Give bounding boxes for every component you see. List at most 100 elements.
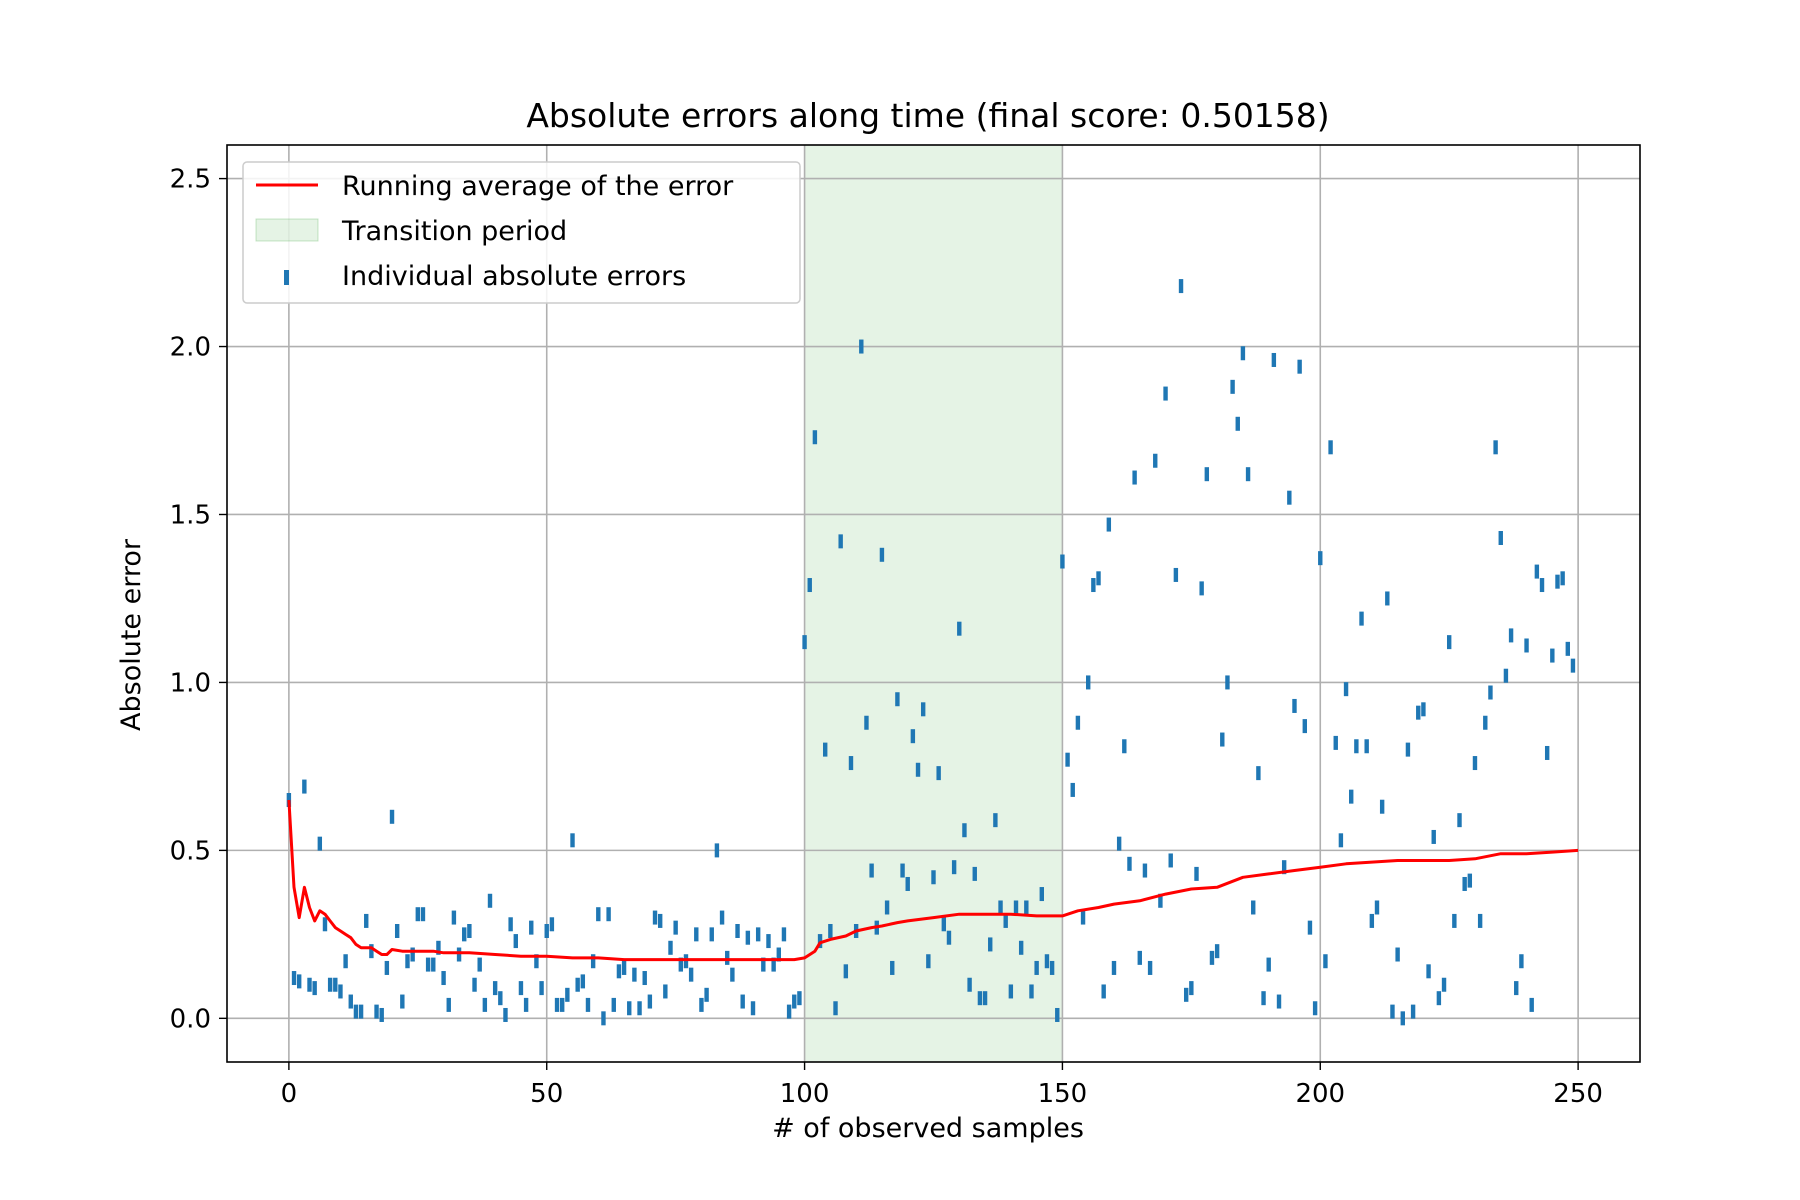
error-point [673, 920, 678, 935]
error-point [348, 994, 353, 1009]
error-point [1127, 856, 1132, 871]
error-point [1395, 947, 1400, 962]
error-point [1467, 873, 1473, 888]
error-point [652, 910, 658, 925]
error-point [1524, 638, 1529, 653]
plot-frame [226, 144, 1641, 1063]
error-point [936, 766, 941, 781]
error-point [467, 924, 472, 938]
error-point [1405, 742, 1411, 757]
error-point [740, 994, 745, 1009]
error-point [1446, 635, 1452, 650]
error-point [575, 977, 580, 992]
error-point [1508, 628, 1514, 643]
error-point [1245, 467, 1251, 482]
error-point [477, 957, 482, 972]
error-point [1044, 954, 1050, 969]
error-point [1307, 920, 1313, 935]
error-point [1137, 950, 1142, 965]
error-point [1302, 719, 1307, 734]
error-point [338, 984, 343, 999]
error-point [1385, 591, 1390, 606]
error-point [941, 917, 947, 932]
error-point [1235, 416, 1240, 431]
error-point [1560, 571, 1565, 586]
error-point [513, 934, 518, 949]
x-tick-label: 0 [281, 1079, 298, 1109]
error-point [1436, 991, 1442, 1006]
error-point [1039, 887, 1044, 902]
y-axis-label: Absolute error [116, 538, 147, 731]
error-point [812, 430, 818, 445]
error-point [771, 957, 776, 972]
error-point [931, 870, 936, 885]
error-point [1240, 346, 1246, 361]
error-point [580, 974, 586, 989]
error-point [786, 1004, 792, 1019]
error-point [286, 793, 292, 807]
error-point [503, 1007, 508, 1022]
error-point [776, 947, 781, 962]
error-point [498, 991, 503, 1006]
error-point [1075, 715, 1081, 730]
error-point [988, 937, 993, 952]
error-point [353, 1004, 359, 1019]
chart-title: Absolute errors along time (final score:… [526, 96, 1329, 135]
error-point [1091, 578, 1096, 593]
error-point [1333, 735, 1338, 750]
error-point [817, 934, 823, 949]
error-point [1029, 984, 1034, 999]
error-point [1390, 1004, 1395, 1019]
error-point [1400, 1011, 1405, 1026]
error-point [369, 944, 374, 959]
error-point [1318, 551, 1323, 566]
error-point [549, 917, 555, 932]
error-point [797, 991, 802, 1006]
error-point [302, 779, 307, 794]
error-point [358, 1004, 364, 1019]
error-point [472, 977, 477, 992]
error-point [482, 997, 488, 1012]
error-point [1018, 940, 1024, 955]
error-point [1477, 913, 1483, 928]
error-point [307, 977, 312, 992]
error-point [1292, 698, 1297, 713]
x-tick-label: 150 [1038, 1079, 1088, 1109]
error-point [343, 954, 348, 969]
error-point [1493, 440, 1498, 455]
error-point [869, 863, 874, 878]
error-point [405, 954, 410, 969]
error-point [492, 981, 498, 996]
error-point [833, 1001, 838, 1016]
error-point [1163, 386, 1168, 401]
error-point [627, 1001, 632, 1016]
error-point [761, 957, 766, 972]
error-point [957, 621, 962, 636]
error-point [1529, 997, 1534, 1012]
error-point [1281, 860, 1287, 875]
error-point [843, 964, 849, 979]
error-point [606, 907, 611, 922]
error-point [1106, 517, 1112, 532]
error-point [1230, 379, 1235, 394]
error-point [333, 977, 338, 992]
error-point [1158, 893, 1163, 908]
error-point [508, 917, 513, 932]
error-point [993, 813, 998, 828]
y-tick-label: 0.0 [170, 1004, 211, 1034]
error-point [900, 863, 905, 878]
error-point [735, 924, 740, 938]
error-point [1189, 981, 1194, 996]
error-point [1204, 467, 1210, 482]
error-point [678, 957, 684, 972]
error-point [1256, 766, 1261, 781]
error-point [596, 907, 601, 922]
x-axis-label: # of observed samples [772, 1113, 1084, 1144]
error-point [1168, 853, 1173, 868]
error-point [1338, 833, 1344, 848]
error-point [394, 924, 400, 938]
error-point [1328, 440, 1333, 455]
error-point [544, 924, 549, 938]
error-point [487, 893, 493, 908]
error-point [745, 930, 751, 945]
